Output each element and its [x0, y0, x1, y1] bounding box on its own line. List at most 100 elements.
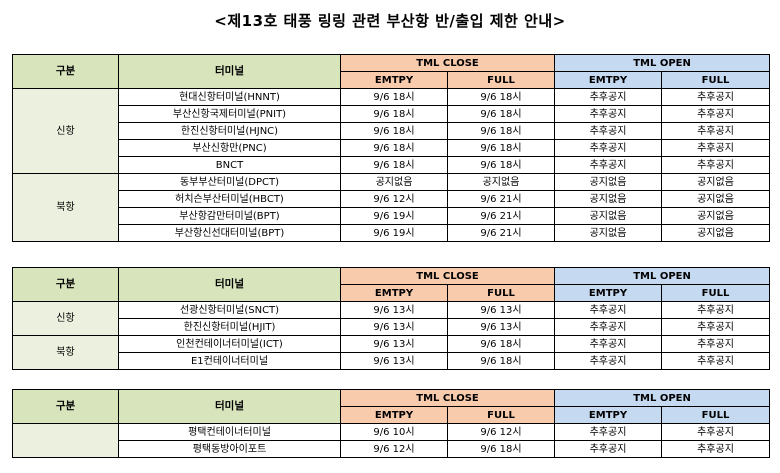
table-row: 부산신항만(PNC) 9/6 18시 9/6 18시 추후공지 추후공지	[13, 139, 771, 157]
group-cell: 북항	[12, 335, 119, 370]
group-cell: 신항	[12, 301, 119, 336]
close-full-cell: 9/6 21시	[446, 224, 556, 242]
table-row: 북항 동부부산터미널(DPCT) 공지없음 공지없음 공지없음 공지없음	[12, 173, 771, 242]
open-full-cell: 추후공지	[661, 105, 771, 123]
table-row: E1컨테이너터미널 9/6 13시 9/6 18시 추후공지 추후공지	[13, 352, 771, 370]
close-empty-cell: 공지없음	[340, 173, 448, 191]
close-full-cell: 9/6 18시	[446, 139, 556, 157]
terminal-cell: 인천컨테이너터미널(ICT)	[118, 335, 341, 353]
open-full-cell: 공지없음	[661, 173, 771, 191]
terminal-cell: 현대신항터미널(HNNT)	[118, 88, 341, 106]
terminal-cell: 동부부산터미널(DPCT)	[118, 173, 341, 191]
close-full-cell: 9/6 21시	[446, 207, 556, 225]
group-cell: 신항	[12, 88, 119, 174]
group-header: 구분	[12, 267, 119, 302]
table-row: BNCT 9/6 18시 9/6 18시 추후공지 추후공지	[13, 156, 771, 174]
terminal-cell: 평택동방아이포트	[118, 440, 341, 458]
open-full-cell: 공지없음	[661, 224, 771, 242]
close-empty-header: EMTPY	[340, 284, 448, 302]
close-empty-cell: 9/6 13시	[340, 318, 448, 336]
table-row: 신항 선광신항터미널(SNCT) 9/6 13시 9/6 13시 추후공지 추후공지	[12, 301, 771, 336]
close-full-header: FULL	[446, 406, 556, 424]
header-row-sub: EMTPY FULL EMTPY FULL	[13, 406, 771, 424]
close-full-cell: 9/6 18시	[446, 352, 556, 370]
close-header: TML CLOSE	[339, 389, 556, 407]
close-empty-cell: 9/6 13시	[340, 301, 448, 319]
open-empty-cell: 추후공지	[554, 122, 663, 140]
open-empty-cell: 추후공지	[554, 139, 663, 157]
open-full-cell: 추후공지	[661, 88, 771, 106]
table-row: 한진신항터미널(HJNC) 9/6 18시 9/6 18시 추후공지 추후공지	[13, 122, 771, 140]
open-empty-header: EMTPY	[554, 284, 663, 302]
port-table-1: 구분 터미널 TML CLOSE TML OPEN EMTPY FULL EMTPY FULL…	[12, 54, 771, 242]
table-row: 북항 인천컨테이너터미널(ICT) 9/6 13시 9/6 18시 추후공지 추후공지	[12, 335, 771, 370]
close-empty-cell: 9/6 12시	[340, 440, 448, 458]
close-empty-cell: 9/6 18시	[340, 88, 448, 106]
open-empty-cell: 추후공지	[554, 156, 663, 174]
close-full-cell: 9/6 13시	[446, 318, 556, 336]
open-empty-header: EMTPY	[554, 71, 663, 89]
open-full-cell: 추후공지	[661, 156, 771, 174]
terminal-cell: 부산항감만터미널(BPT)	[118, 207, 341, 225]
port-table-3: 구분 터미널 TML CLOSE TML OPEN EMTPY FULL EMTPY FULL…	[12, 389, 771, 458]
open-full-cell: 공지없음	[661, 190, 771, 208]
close-empty-cell: 9/6 10시	[340, 423, 448, 441]
terminal-cell: 한진신항터미널(HJIT)	[118, 318, 341, 336]
close-empty-cell: 9/6 18시	[340, 122, 448, 140]
open-full-cell: 추후공지	[661, 139, 771, 157]
port-table-2: 구분 터미널 TML CLOSE TML OPEN EMTPY FULL EMTPY FULL…	[12, 267, 771, 370]
open-empty-cell: 추후공지	[554, 105, 663, 123]
open-full-cell: 추후공지	[661, 301, 771, 319]
open-full-header: FULL	[661, 71, 771, 89]
open-empty-cell: 추후공지	[554, 335, 663, 353]
close-full-cell: 공지없음	[446, 173, 556, 191]
table-row: 부산신항국제터미널(PNIT) 9/6 18시 9/6 18시 추후공지 추후공지	[13, 105, 771, 123]
terminal-cell: 한진신항터미널(HJNC)	[118, 122, 341, 140]
open-header: TML OPEN	[554, 267, 771, 285]
open-full-cell: 추후공지	[661, 352, 771, 370]
table-row: 허치슨부산터미널(HBCT) 9/6 12시 9/6 21시 공지없음 공지없음	[13, 190, 771, 208]
header-row-top: 구분 터미널 TML CLOSE TML OPEN	[12, 389, 771, 424]
close-empty-cell: 9/6 13시	[340, 335, 448, 353]
open-full-cell: 추후공지	[661, 122, 771, 140]
open-full-cell: 추후공지	[661, 335, 771, 353]
open-empty-cell: 공지없음	[554, 173, 663, 191]
close-full-cell: 9/6 18시	[446, 440, 556, 458]
group-header: 구분	[12, 54, 119, 89]
terminal-header: 터미널	[118, 389, 341, 424]
open-empty-cell: 추후공지	[554, 88, 663, 106]
terminal-cell: 부산신항만(PNC)	[118, 139, 341, 157]
terminal-cell: E1컨테이너터미널	[118, 352, 341, 370]
table-row: 부산항신선대터미널(BPT) 9/6 19시 9/6 21시 공지없음 공지없음	[13, 224, 771, 242]
terminal-cell: 선광신항터미널(SNCT)	[118, 301, 341, 319]
close-empty-cell: 9/6 18시	[340, 156, 448, 174]
open-empty-cell: 공지없음	[554, 224, 663, 242]
group-header: 구분	[12, 389, 119, 424]
open-header: TML OPEN	[554, 54, 771, 72]
close-full-cell: 9/6 18시	[446, 156, 556, 174]
open-full-cell: 추후공지	[661, 440, 771, 458]
close-empty-cell: 9/6 12시	[340, 190, 448, 208]
close-full-cell: 9/6 13시	[446, 301, 556, 319]
table-row: 한진신항터미널(HJIT) 9/6 13시 9/6 13시 추후공지 추후공지	[13, 318, 771, 336]
close-empty-cell: 9/6 19시	[340, 207, 448, 225]
open-empty-cell: 공지없음	[554, 207, 663, 225]
close-empty-cell: 9/6 18시	[340, 139, 448, 157]
table-row: 신항 현대신항터미널(HNNT) 9/6 18시 9/6 18시 추후공지 추후공지	[12, 88, 771, 174]
terminal-header: 터미널	[118, 54, 341, 89]
table-row: 평택컨테이너터미널 9/6 10시 9/6 12시 추후공지 추후공지	[12, 423, 771, 458]
close-full-header: FULL	[446, 284, 556, 302]
open-empty-cell: 추후공지	[554, 301, 663, 319]
close-empty-cell: 9/6 18시	[340, 105, 448, 123]
close-full-cell: 9/6 21시	[446, 190, 556, 208]
open-empty-cell: 추후공지	[554, 440, 663, 458]
open-header: TML OPEN	[554, 389, 771, 407]
page-title: <제13호 태풍 링링 관련 부산항 반/출입 제한 안내>	[214, 12, 566, 30]
terminal-cell: 허치슨부산터미널(HBCT)	[118, 190, 341, 208]
close-empty-header: EMTPY	[340, 71, 448, 89]
open-empty-cell: 추후공지	[554, 423, 663, 441]
header-row-top: 구분 터미널 TML CLOSE TML OPEN	[12, 267, 771, 302]
terminal-cell: 부산항신선대터미널(BPT)	[118, 224, 341, 242]
terminal-cell: BNCT	[118, 156, 341, 174]
open-empty-cell: 공지없음	[554, 190, 663, 208]
